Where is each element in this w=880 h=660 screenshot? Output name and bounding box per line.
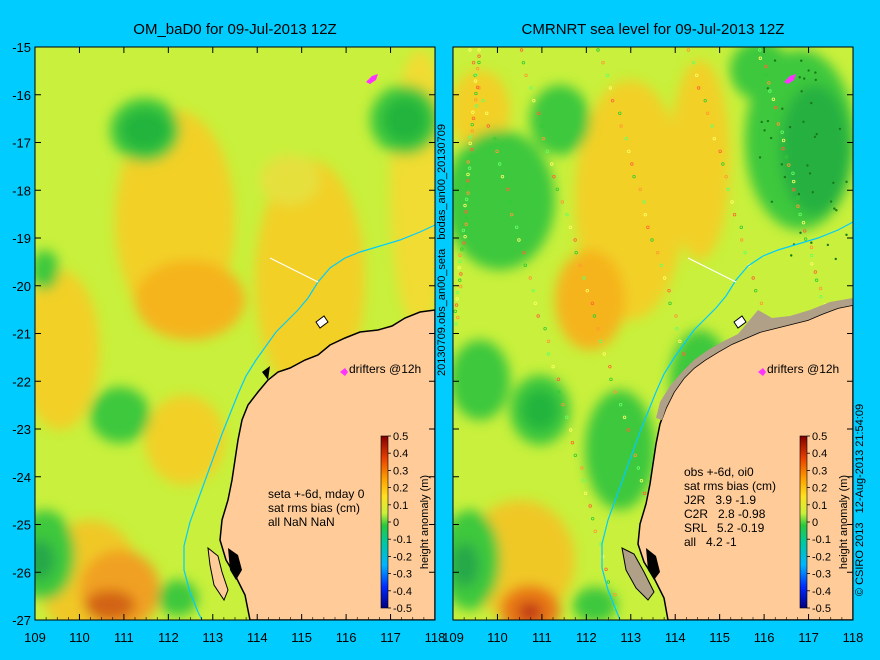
x-tick-label: 115	[291, 630, 312, 645]
colorbar-tick-label: -0.3	[812, 569, 831, 581]
y-tick-label: -21	[12, 327, 31, 342]
y-tick-label: -26	[12, 565, 31, 580]
left-info-line-3: all NaN NaN	[268, 515, 335, 529]
y-tick-label: -18	[12, 183, 31, 198]
x-tick-label: 116	[336, 630, 357, 645]
x-tick-label: 116	[754, 630, 775, 645]
x-tick-label: 117	[380, 630, 401, 645]
left-axis-ticks: 109 110 111 112 113 114 115 116 117 118 -15 -16 -17 -…	[12, 40, 445, 645]
colorbar-tick-label: -0.2	[812, 551, 831, 563]
copyright-label: © CSIRO 2013 12-Aug-2013 21:54:09	[854, 404, 866, 596]
colorbar-tick-label: -0.4	[393, 586, 412, 598]
colorbar-tick-label: 0.4	[393, 448, 408, 460]
x-tick-label: 112	[576, 630, 597, 645]
left-heatmap-field	[35, 47, 435, 620]
x-tick-label: 111	[114, 630, 134, 645]
x-tick-label: 118	[843, 630, 864, 645]
y-tick-label: -27	[12, 613, 31, 628]
y-tick-label: -24	[12, 470, 31, 485]
left-info-line-2: sat rms bias (cm)	[268, 501, 360, 515]
left-colorbar-label: height anomaly (m)	[419, 475, 431, 569]
left-info-box: seta +-6d, mday 0 sat rms bias (cm) all …	[268, 487, 365, 529]
y-tick-label: -16	[12, 88, 31, 103]
x-tick-label: 109	[442, 630, 464, 645]
colorbar-tick-label: 0.3	[812, 465, 827, 477]
right-info-line-2: sat rms bias (cm)	[684, 479, 776, 493]
left-drifters-label: drifters @12h	[349, 362, 421, 376]
x-tick-label: 113	[620, 630, 641, 645]
right-info-line-1: obs +-6d, oi0	[684, 465, 754, 479]
colorbar-tick-label: -0.5	[812, 603, 831, 615]
x-tick-label: 110	[69, 630, 90, 645]
right-heatmap-field	[453, 47, 853, 620]
x-tick-label: 112	[158, 630, 179, 645]
right-drifters-label: drifters @12h	[767, 362, 839, 376]
colorbar-tick-label: -0.1	[812, 534, 831, 546]
colorbar-tick-label: -0.3	[393, 569, 412, 581]
right-info-box: obs +-6d, oi0 sat rms bias (cm) J2R 3.9 …	[684, 465, 776, 549]
right-info-line-5: SRL 5.2 -0.19	[684, 521, 765, 535]
right-info-line-6: all 4.2 -1	[684, 535, 737, 549]
colorbar-tick-label: -0.4	[812, 586, 831, 598]
colorbar-tick-label: 0	[812, 517, 818, 529]
y-tick-label: -22	[12, 374, 31, 389]
y-tick-label: -23	[12, 422, 31, 437]
left-info-line-1: seta +-6d, mday 0	[268, 487, 365, 501]
colorbar-tick-label: 0.3	[393, 465, 408, 477]
right-info-line-3: J2R 3.9 -1.9	[684, 493, 756, 507]
x-tick-label: 111	[532, 630, 552, 645]
colorbar-tick-label: -0.1	[393, 534, 412, 546]
y-tick-label: -15	[12, 40, 31, 55]
y-tick-label: -25	[12, 518, 31, 533]
center-vertical-label: 20130709.obs_an00_seta bodas_an00_201307…	[436, 124, 448, 376]
x-tick-label: 109	[24, 630, 46, 645]
colorbar-tick-label: 0.5	[393, 431, 408, 443]
right-info-line-4: C2R 2.8 -0.98	[684, 507, 766, 521]
x-tick-label: 117	[798, 630, 819, 645]
colorbar-tick-label: 0.5	[812, 431, 827, 443]
y-tick-label: -17	[12, 136, 31, 151]
colorbar-tick-label: 0.1	[812, 500, 827, 512]
colorbar-tick-label: 0	[393, 517, 399, 529]
colorbar-tick-label: 0.2	[393, 483, 408, 495]
colorbar-tick-label: 0.1	[393, 500, 408, 512]
x-tick-label: 118	[425, 630, 446, 645]
x-tick-label: 113	[202, 630, 223, 645]
right-axis-ticks: 109 110 111 112 113 114 115 116 117 118	[442, 46, 864, 645]
left-colorbar: 0.5 0.4 0.3 0.2 0.1 0 -0.1 -0.2 -0.3 -0.4 -0.5 hei…	[380, 431, 431, 615]
right-chart-panel: CMRNRT sea level for 09-Jul-2013 12Z	[442, 21, 864, 645]
y-tick-label: -20	[12, 279, 31, 294]
x-tick-label: 114	[247, 630, 268, 645]
colorbar-tick-label: -0.5	[393, 603, 412, 615]
left-chart-panel: OM_baD0 for 09-Jul-2013 12Z	[12, 21, 445, 645]
left-chart-title: OM_baD0 for 09-Jul-2013 12Z	[133, 21, 336, 38]
x-tick-label: 114	[665, 630, 686, 645]
colorbar-tick-label: -0.2	[393, 551, 412, 563]
colorbar-tick-label: 0.4	[812, 448, 827, 460]
colorbar-tick-label: 0.2	[812, 483, 827, 495]
right-colorbar: 0.5 0.4 0.3 0.2 0.1 0 -0.1 -0.2 -0.3 -0.4 -0.5 hei…	[799, 431, 850, 615]
right-colorbar-label: height anomaly (m)	[838, 475, 850, 569]
right-chart-title: CMRNRT sea level for 09-Jul-2013 12Z	[522, 21, 785, 38]
x-tick-label: 115	[709, 630, 730, 645]
y-tick-label: -19	[12, 231, 31, 246]
x-tick-label: 110	[487, 630, 508, 645]
